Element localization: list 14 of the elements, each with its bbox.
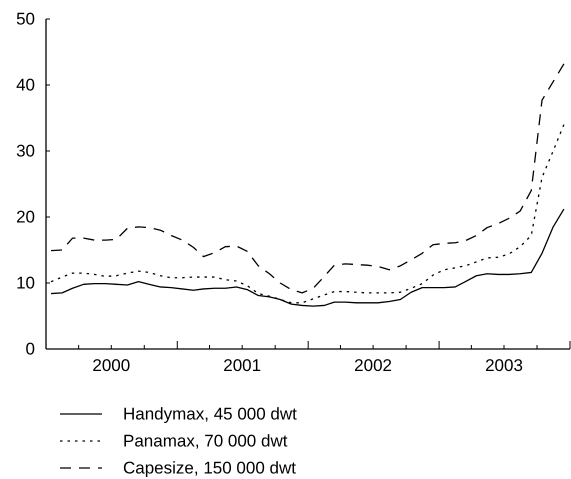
y-tick-label: 10 — [16, 274, 35, 292]
x-tick-label: 2001 — [223, 356, 262, 375]
y-tick-label: 30 — [16, 142, 35, 160]
line-series — [50, 63, 565, 294]
legend-label: Panamax, 70 000 dwt — [123, 432, 288, 450]
y-tick-label: 40 — [16, 76, 35, 94]
x-tick-label: 2003 — [485, 356, 523, 375]
x-tick-label: 2002 — [354, 356, 392, 375]
y-tick-label: 20 — [16, 208, 35, 226]
y-tick-label: 50 — [16, 10, 35, 28]
x-tick-label: 2000 — [92, 356, 130, 375]
legend-label: Handymax, 45 000 dwt — [123, 404, 298, 424]
legend-label: Capesize, 150 000 dwt — [123, 458, 296, 478]
y-tick-label: 0 — [26, 340, 35, 358]
